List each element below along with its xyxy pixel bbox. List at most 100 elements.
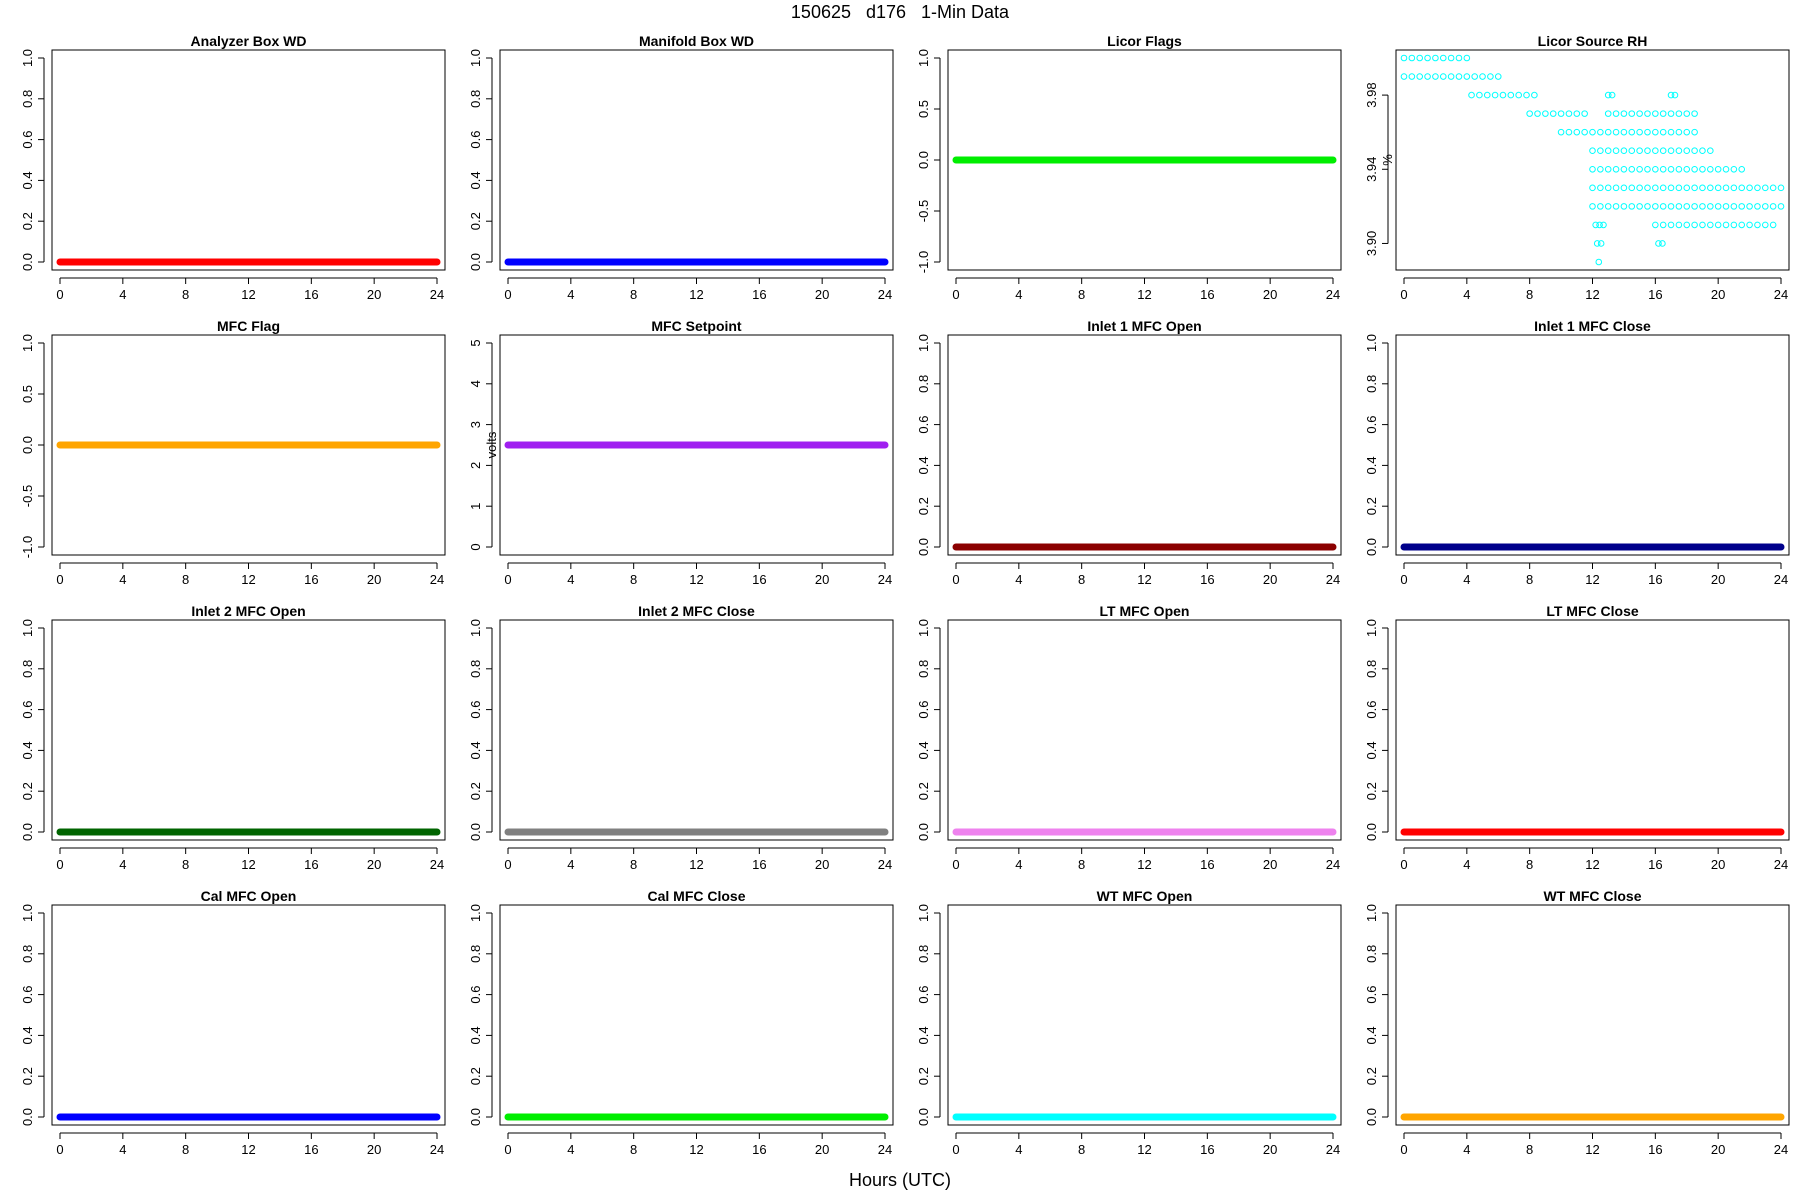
data-point: [1652, 110, 1659, 117]
data-point: [1769, 221, 1777, 229]
x-tick-label: 16: [1200, 572, 1214, 587]
plot-frame: [1395, 904, 1790, 1126]
y-tick-label: 0.8: [1364, 660, 1379, 678]
data-point: [1730, 165, 1738, 173]
y-tick-label: 3.98: [1364, 82, 1379, 107]
x-tick-label: 0: [56, 572, 63, 587]
x-tick-label: 20: [1263, 572, 1277, 587]
panel-title: Inlet 2 MFC Close: [638, 603, 755, 619]
data-point: [1573, 128, 1581, 136]
x-tick-label: 20: [367, 572, 381, 587]
chart-svg: Inlet 2 MFC Open 0 4 8 12 16 20 24 0.0 0.2 0.4 0.6 0…: [20, 603, 446, 872]
data-point: [1667, 110, 1675, 117]
x-tick-label: 16: [1200, 1142, 1214, 1157]
data-point: [1652, 184, 1659, 192]
x-tick-label: 0: [504, 572, 511, 587]
chart-panel: LT MFC Open 0 4 8 12 16 20 24 0.0 0.2 0.4 0.6 0.8 1.0: [896, 600, 1346, 885]
data-point: [1730, 203, 1738, 210]
data-point: [1597, 165, 1604, 173]
data-point: [1565, 128, 1573, 136]
plot-frame: [947, 334, 1342, 556]
x-tick-label: 12: [1137, 572, 1151, 587]
data-point: [1526, 110, 1533, 117]
data-point: [1754, 221, 1761, 229]
x-tick-label: 8: [1078, 287, 1085, 302]
data-point: [1499, 91, 1507, 99]
data-point: [1691, 184, 1698, 192]
data-point: [1707, 221, 1714, 229]
data-point: [1608, 91, 1616, 99]
x-tick-label: 4: [1015, 572, 1022, 587]
data-point: [1659, 128, 1667, 136]
y-tick-label: 0.2: [916, 782, 931, 800]
data-point: [1699, 221, 1706, 229]
data-point: [1589, 147, 1596, 155]
plot-frame: [499, 619, 894, 841]
y-tick-label: 0.8: [468, 945, 483, 963]
y-tick-label: 1: [468, 503, 483, 510]
x-tick-label: 24: [878, 857, 892, 872]
y-tick-label: 0.6: [1364, 416, 1379, 434]
x-tick-label: 8: [182, 1142, 189, 1157]
x-tick-label: 0: [56, 857, 63, 872]
data-point: [1487, 73, 1494, 80]
chart-svg: LT MFC Close 0 4 8 12 16 20 24 0.0 0.2 0.4 0.6 0.8 1.…: [1364, 603, 1790, 872]
plot-frame: [947, 49, 1342, 271]
chart-panel: Manifold Box WD 0 4 8 12 16 20 24 0.0 0.2 0.4 0.6 0.…: [448, 30, 898, 315]
x-tick-label: 16: [1200, 287, 1214, 302]
chart-panel: WT MFC Close 0 4 8 12 16 20 24 0.0 0.2 0.4 0.6 0.8 1.…: [1344, 885, 1794, 1170]
chart-panel: MFC Setpoint 0 4 8 12 16 20 24 0 1 2 3 4 5 volts: [448, 315, 898, 600]
panel-title: WT MFC Open: [1097, 888, 1193, 904]
x-tick-label: 12: [241, 1142, 255, 1157]
x-tick-label: 0: [504, 287, 511, 302]
plot-frame: [1395, 334, 1790, 556]
y-tick-label: 0.6: [1364, 701, 1379, 719]
y-tick-label: 0.4: [1364, 456, 1379, 474]
data-point: [1659, 221, 1667, 229]
x-tick-label: 8: [1078, 857, 1085, 872]
y-tick-label: 4: [468, 380, 483, 387]
y-tick-label: 3.90: [1364, 231, 1379, 256]
x-tick-label: 24: [1774, 572, 1788, 587]
x-tick-label: 16: [752, 572, 766, 587]
x-tick-label: 4: [567, 1142, 574, 1157]
data-point: [1644, 184, 1651, 192]
y-tick-label: 0.2: [468, 1067, 483, 1085]
data-point: [1620, 203, 1628, 210]
data-point: [1652, 221, 1659, 229]
y-tick-label: 0.8: [1364, 945, 1379, 963]
data-point: [1707, 165, 1714, 173]
data-point: [1675, 165, 1683, 173]
plot-frame: [51, 619, 446, 841]
data-point: [1604, 184, 1612, 192]
data-point: [1612, 203, 1620, 210]
data-point: [1620, 128, 1628, 136]
data-point: [1589, 184, 1596, 192]
y-tick-label: 0.2: [916, 497, 931, 515]
data-point: [1620, 147, 1628, 155]
data-point: [1691, 165, 1698, 173]
data-point: [1455, 73, 1463, 80]
data-point: [1447, 73, 1455, 80]
data-point: [1691, 203, 1698, 210]
plot-frame: [51, 334, 446, 556]
x-tick-label: 16: [304, 857, 318, 872]
y-tick-label: 0.2: [468, 212, 483, 230]
data-point: [1636, 110, 1643, 117]
figure-title: 150625 d176 1-Min Data: [790, 2, 1010, 22]
data-point: [1746, 184, 1753, 192]
panel-title: MFC Flag: [217, 318, 280, 334]
data-point: [1671, 91, 1679, 99]
x-tick-label: 24: [1774, 287, 1788, 302]
chart-panel: WT MFC Open 0 4 8 12 16 20 24 0.0 0.2 0.4 0.6 0.8 1.0: [896, 885, 1346, 1170]
y-tick-label: 0.0: [20, 436, 35, 454]
data-point: [1659, 110, 1667, 117]
chart-svg: Licor Flags 0 4 8 12 16 20 24 -1.0 -0.5 0.0 0.5 1.0: [916, 33, 1342, 302]
data-point: [1738, 203, 1746, 210]
data-point: [1597, 240, 1605, 247]
x-tick-label: 0: [1400, 572, 1407, 587]
x-tick-label: 20: [1711, 1142, 1725, 1157]
data-point: [1667, 184, 1675, 192]
y-tick-label: 5: [468, 339, 483, 346]
data-point: [1738, 221, 1746, 229]
